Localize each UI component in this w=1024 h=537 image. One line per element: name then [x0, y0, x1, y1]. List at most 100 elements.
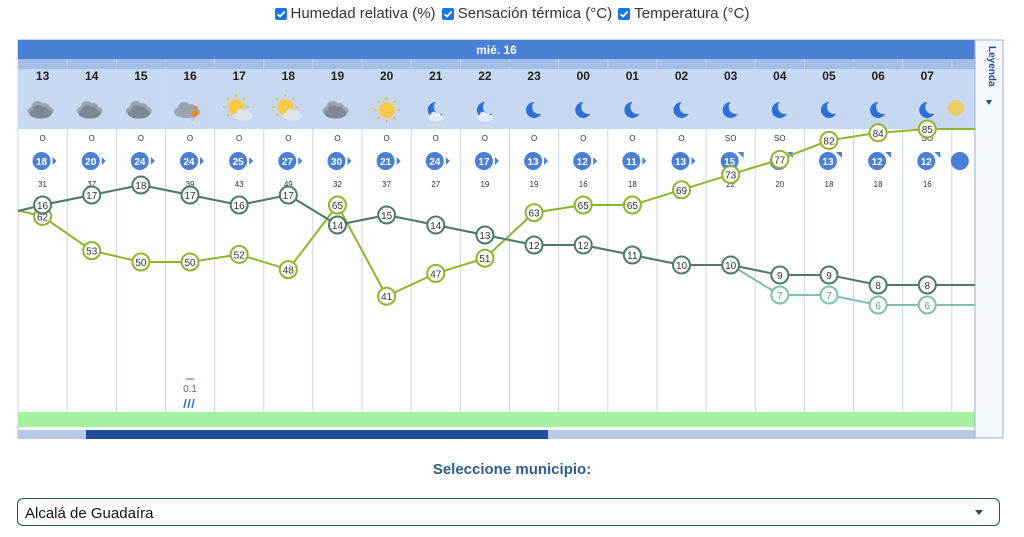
wind-speed-value: 12 — [921, 157, 933, 168]
humidity-point: 50 — [131, 252, 151, 272]
wind-gust-value: 49 — [284, 180, 293, 189]
moon-cut — [630, 100, 645, 114]
wind-speed-badge — [917, 152, 936, 170]
cloud-shape — [88, 106, 98, 116]
point-label: 50 — [135, 258, 147, 269]
point-label: 6 — [875, 301, 881, 312]
wind-gust-value: 18 — [825, 180, 834, 189]
point-label: 63 — [529, 209, 541, 220]
wind-speed-badge — [818, 152, 837, 170]
wind-arrow-icon — [249, 157, 254, 165]
hour-header-shade — [312, 59, 363, 69]
wind-arrow-icon — [494, 157, 499, 165]
hour-label: 19 — [331, 69, 345, 83]
moon-cut — [581, 100, 596, 114]
hour-label: 18 — [282, 69, 296, 83]
point-label: 11 — [627, 251, 638, 262]
temperature-point: 15 — [377, 205, 397, 225]
wind-direction: O — [89, 134, 95, 143]
sun-ray — [226, 97, 230, 101]
temperature-point: 12 — [573, 235, 593, 255]
toggle-label: Humedad relativa (%) — [290, 5, 436, 22]
moon-cut — [826, 100, 841, 114]
wind-speed-value: 13 — [528, 157, 540, 168]
wind-gust-value: 27 — [431, 180, 440, 189]
wind-speed-badge — [573, 152, 592, 170]
toggle-humedad[interactable]: Humedad relativa (%) — [274, 5, 436, 22]
wind-speed-badge — [868, 152, 887, 170]
wind-gust-value: 16 — [579, 180, 588, 189]
checkbox-icon[interactable] — [618, 7, 631, 20]
sun-shape — [378, 102, 395, 118]
hour-header-shade — [362, 59, 412, 69]
wind-direction: O — [236, 134, 242, 143]
temperature-point: 17 — [82, 185, 102, 205]
point-label: 17 — [86, 191, 98, 202]
wind-direction: SO — [774, 134, 786, 143]
wind-gust-value: 39 — [186, 180, 195, 189]
humidity-point: 53 — [82, 241, 102, 261]
feels-like-point: 6 — [917, 295, 937, 315]
wind-direction: O — [39, 134, 45, 143]
wind-speed-value: 13 — [822, 157, 834, 168]
cloud-shape — [484, 113, 491, 119]
point-marker — [180, 185, 200, 205]
wind-arrow-icon — [885, 152, 892, 158]
temperature-point: 8 — [917, 275, 937, 295]
point-label: 85 — [922, 125, 934, 136]
temperature-point: 12 — [524, 235, 544, 255]
storm-icon — [174, 102, 201, 123]
wind-gust-value: 43 — [235, 180, 244, 189]
sun-ray — [376, 100, 381, 104]
wind-gust-value: 22 — [726, 180, 735, 189]
timeline-scrollbar-thumb — [86, 430, 548, 439]
wind-direction: O — [482, 134, 488, 143]
municipio-select[interactable]: Alcalá de Guadaíra — [17, 498, 1000, 526]
hour-label: 03 — [724, 69, 738, 83]
point-label: 52 — [234, 250, 246, 261]
point-marker — [819, 265, 839, 285]
rain-drop — [187, 398, 191, 409]
point-label: 48 — [283, 266, 295, 277]
wind-arrow-icon — [347, 157, 352, 165]
temperature-point: 14 — [327, 215, 347, 235]
temperature-point: 10 — [672, 255, 692, 275]
point-marker — [917, 119, 937, 139]
point-marker — [475, 248, 495, 268]
point-marker — [180, 252, 200, 272]
wind-speed-value: 30 — [331, 157, 343, 168]
point-label: 47 — [430, 269, 442, 280]
hour-label: 21 — [429, 69, 443, 83]
toggle-temperatura[interactable]: Temperatura (°C) — [618, 5, 750, 22]
checkbox-icon[interactable] — [441, 7, 454, 20]
checkbox-icon[interactable] — [274, 7, 287, 20]
humidity-point: 65 — [327, 195, 347, 215]
point-marker — [82, 241, 102, 261]
point-label: 12 — [578, 241, 590, 252]
wind-speed-value: 17 — [478, 157, 490, 168]
wind-speed-value: 24 — [183, 157, 195, 168]
hour-label: 06 — [871, 69, 885, 83]
humidity-point: 41 — [377, 286, 397, 306]
moon-cloud-icon — [427, 100, 448, 122]
temperature-point: 16 — [229, 195, 249, 215]
wind-gust-value: 19 — [530, 180, 539, 189]
wind-arrow-icon — [200, 157, 205, 165]
hour-header-shade — [755, 59, 805, 69]
wind-direction: O — [580, 134, 586, 143]
day-header-bar — [18, 40, 975, 59]
point-label: 17 — [283, 191, 295, 202]
wind-arrow-icon — [593, 157, 598, 165]
wind-arrow-icon — [544, 157, 549, 165]
sun-icon — [947, 100, 964, 116]
humidity-point: 65 — [622, 195, 642, 215]
rain-icon — [183, 398, 195, 409]
point-marker — [278, 260, 298, 280]
toggle-label: Sensación térmica (°C) — [457, 5, 613, 22]
wind-speed-badge — [376, 152, 395, 170]
wind-speed-badge — [229, 152, 248, 170]
wind-speed-value: 20 — [85, 157, 97, 168]
municipio-selected: Alcalá de Guadaíra — [25, 505, 154, 522]
hour-header-shade — [411, 59, 461, 69]
toggle-sensacion[interactable]: Sensación térmica (°C) — [441, 5, 613, 22]
